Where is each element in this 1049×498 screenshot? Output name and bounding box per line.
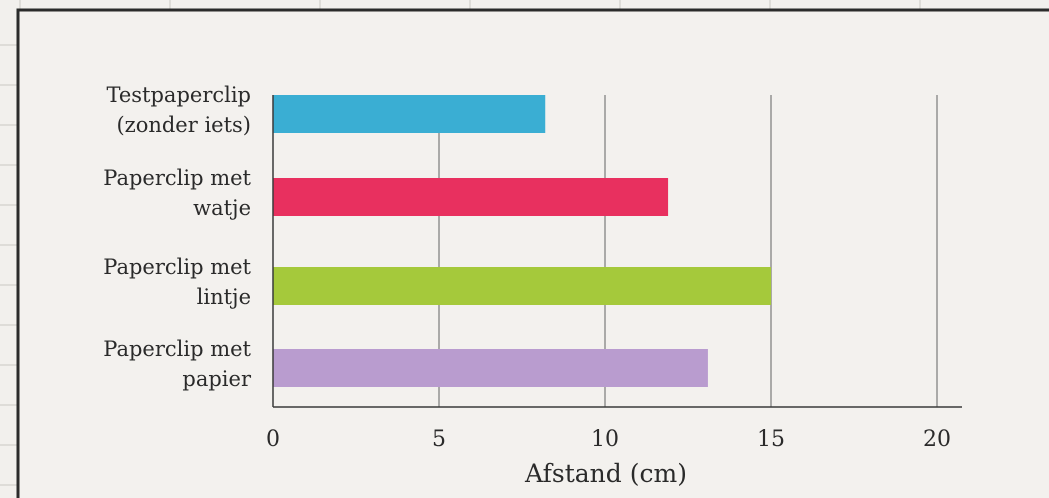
category-label-4: Paperclip met papier [103, 337, 252, 391]
category-label-line: (zonder iets) [116, 113, 251, 137]
x-tick-label-20: 20 [923, 427, 951, 452]
panel-frame [16, 8, 1049, 498]
category-label-line: Paperclip met [103, 255, 251, 279]
category-label-line: Paperclip met [103, 337, 251, 361]
category-label-line: Paperclip met [103, 166, 251, 190]
x-tick-label-15: 15 [757, 427, 785, 452]
category-label-2: Paperclip met watje [103, 166, 251, 220]
category-label-1: Testpaperclip (zonder iets) [106, 83, 251, 137]
category-label-line: watje [193, 196, 251, 220]
category-label-3: Paperclip met lintje [103, 255, 251, 309]
category-label-line: lintje [197, 285, 251, 309]
bar-4 [273, 349, 708, 387]
x-tick-label-10: 10 [591, 427, 619, 452]
bar-2 [273, 178, 669, 216]
category-label-line: papier [182, 367, 252, 391]
x-tick-label-5: 5 [432, 427, 446, 452]
x-tick-label-0: 0 [266, 427, 280, 452]
bar-1 [273, 95, 546, 133]
x-axis-title: Afstand (cm) [524, 459, 687, 488]
bar-3 [273, 267, 771, 305]
category-label-line: Testpaperclip [106, 83, 251, 107]
